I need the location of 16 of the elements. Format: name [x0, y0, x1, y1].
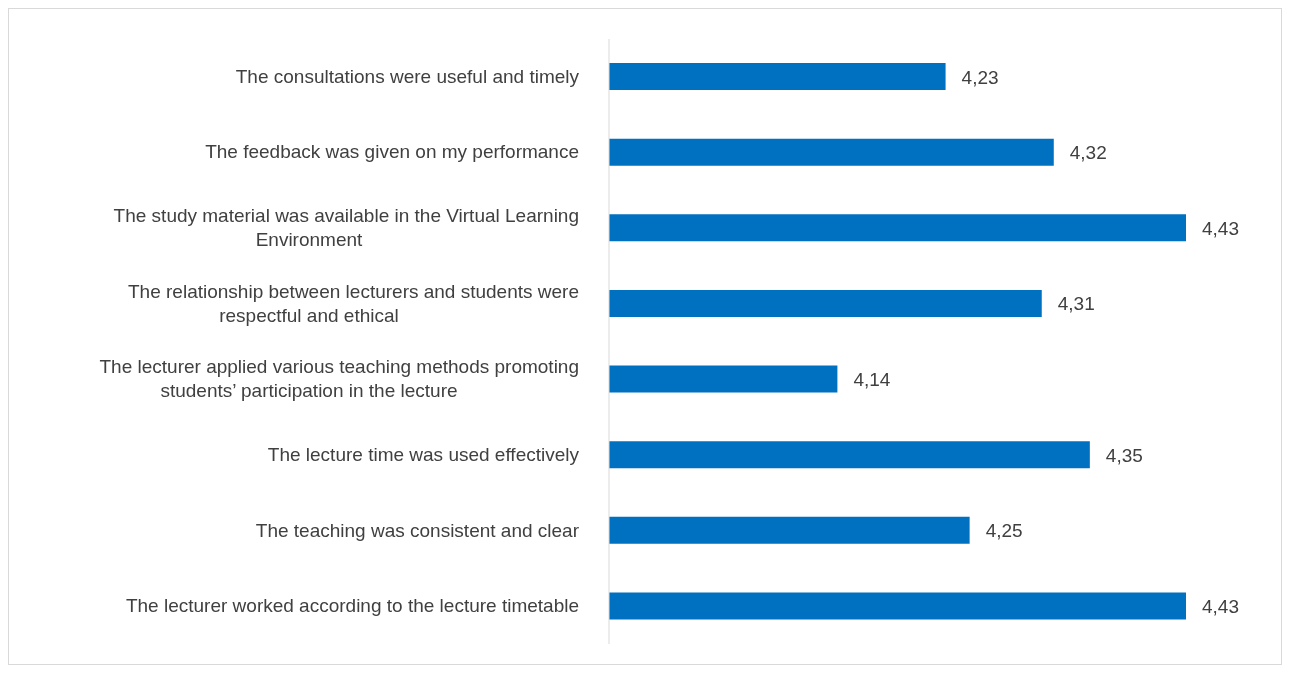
y-tick-label: The relationship between lecturers and students were respectful and ethical: [128, 280, 579, 326]
data-label: 4,43: [1202, 595, 1239, 617]
y-tick-label: The lecturer applied various teaching methods promoting students’ participation in the lecture: [99, 356, 579, 402]
data-label: 4,14: [853, 369, 891, 390]
data-label: 4,25: [985, 520, 1023, 542]
y-tick-label: The lecture time was used effectively: [267, 443, 580, 465]
y-tick-label: The feedback was given on my performance: [205, 141, 579, 163]
y-tick-label: The study material was available in the Virtual Learning Environment: [113, 205, 579, 251]
data-label: 4,32: [1069, 142, 1107, 164]
data-label: 4,31: [1057, 293, 1095, 315]
y-tick-label: The teaching was consistent and clear: [255, 519, 580, 541]
data-label: 4,35: [1105, 444, 1143, 466]
y-tick-label: The lecturer worked according to the lecture timetable: [125, 595, 579, 617]
data-label: 4,23: [961, 66, 999, 88]
data-label: 4,43: [1202, 217, 1239, 239]
y-tick-label: The consultations were useful and timely: [235, 65, 580, 87]
